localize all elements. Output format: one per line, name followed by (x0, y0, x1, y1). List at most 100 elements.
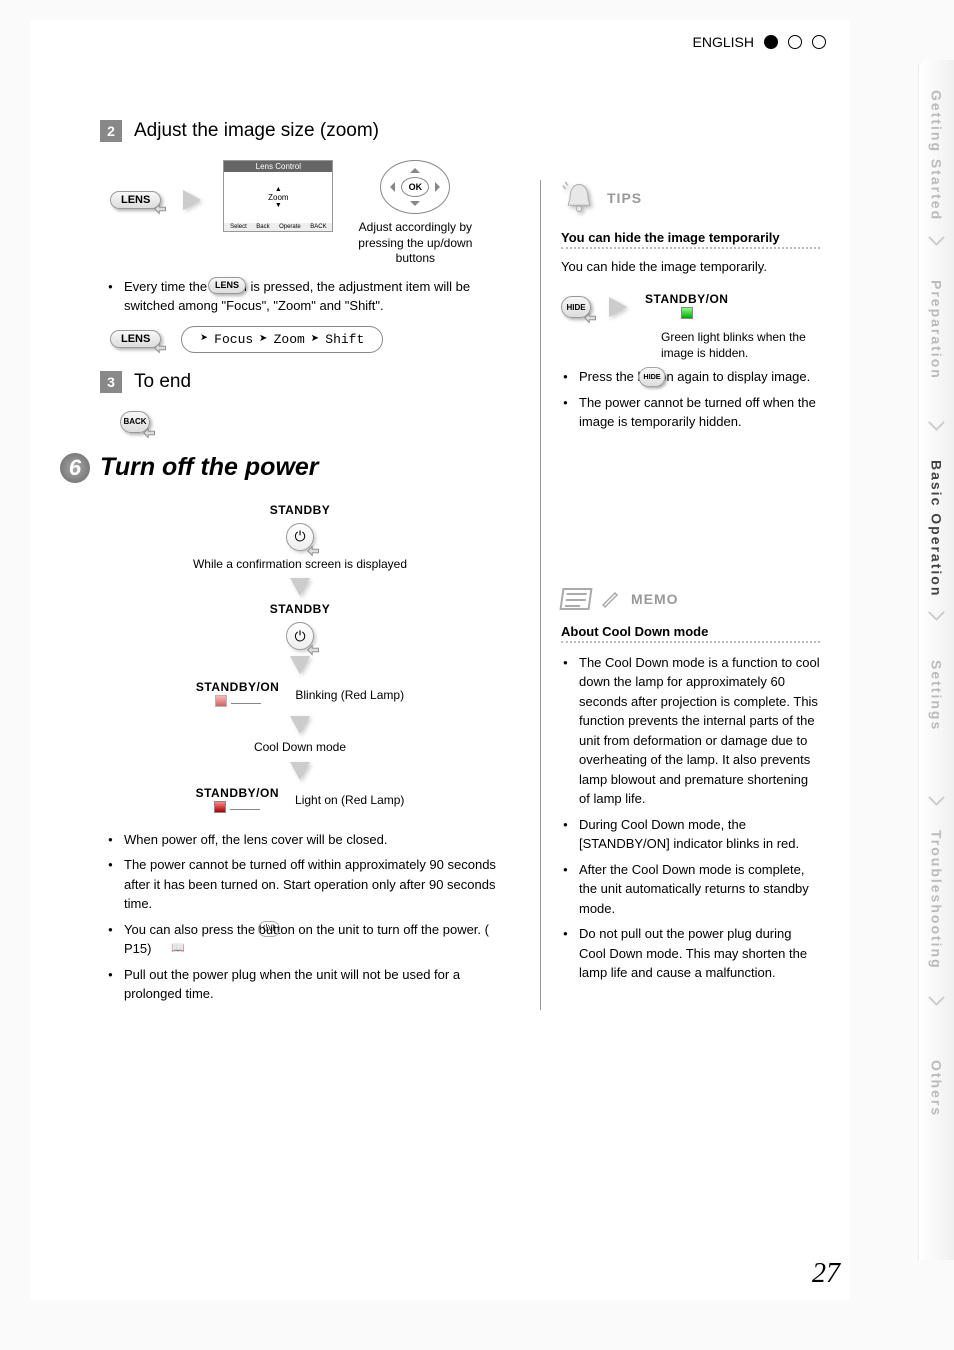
side-tab-others[interactable]: Others (929, 1060, 945, 1117)
osd-footer: SelectBack OperateBACK (224, 223, 332, 231)
arrow-hide (609, 297, 627, 317)
down-arrow-4 (290, 762, 310, 780)
down-arrow-2 (290, 656, 310, 674)
zoom-diagram-row: LENS Lens Control ▲ Zoom ▼ SelectBack Op… (110, 160, 520, 267)
language-label: ENGLISH (693, 34, 754, 50)
page: ENGLISH 2 Adjust the image size (zoom) L… (30, 20, 850, 1300)
lens-button-graphic: LENS (110, 190, 161, 209)
side-tab-preparation[interactable]: Preparation (929, 280, 945, 380)
pencil-icon (601, 589, 621, 609)
step-2-number: 2 (100, 120, 122, 142)
header-language: ENGLISH (693, 34, 826, 50)
arrow-1 (183, 190, 201, 213)
step-3-header: 3 To end (100, 371, 520, 393)
memo-bullet-2: During Cool Down mode, the [STANDBY/ON] … (563, 815, 820, 854)
step-2-title: Adjust the image size (zoom) (134, 120, 379, 142)
standby-button-1: ⏻ (286, 523, 314, 551)
side-tabs: Getting Started Preparation Basic Operatio… (918, 60, 954, 1260)
switch-bullet: Every time the button is pressed, the ad… (100, 277, 520, 316)
tips-bullets: Press the button again to display image.… (555, 367, 820, 432)
side-tab-settings[interactable]: Settings (929, 660, 945, 731)
side-tab-basic-operation[interactable]: Basic Operation (929, 460, 945, 597)
tab-separator (927, 420, 946, 434)
hide-button: HIDE (561, 296, 591, 318)
tab-separator (927, 235, 946, 249)
tab-separator (927, 795, 946, 809)
inline-hide-icon: HIDE (639, 367, 666, 387)
switch-bullet-item: Every time the button is pressed, the ad… (108, 277, 520, 316)
osd-title: Lens Control (224, 161, 332, 172)
page-dot-2 (788, 35, 802, 49)
confirm-caption: While a confirmation screen is displayed (193, 557, 407, 573)
memo-bullet-3: After the Cool Down mode is complete, th… (563, 860, 820, 919)
lens-button-2: LENS (110, 330, 161, 348)
section-6-title: 6 Turn off the power (60, 453, 520, 483)
memo-bullets: The Cool Down mode is a function to cool… (555, 653, 820, 983)
lens-button: LENS (110, 191, 161, 209)
standby-on-label-2: STANDBY/ON (196, 786, 279, 800)
standby-on-label-tips: STANDBY/ON (645, 292, 728, 306)
tips-subheading: You can hide the image temporarily (561, 230, 820, 245)
standby-button-2: ⏻ (286, 622, 314, 650)
osd-body: ▲ Zoom ▼ (224, 172, 332, 223)
step-3-title: To end (134, 371, 191, 393)
left-column: 2 Adjust the image size (zoom) LENS Lens… (100, 120, 540, 1010)
step-3-number: 3 (100, 371, 122, 393)
ok-button: OK (401, 177, 429, 197)
step-2-header: 2 Adjust the image size (zoom) (100, 120, 520, 142)
bullet-2: The power cannot be turned off within ap… (108, 855, 520, 914)
power-off-flow: STANDBY ⏻ While a confirmation screen is… (140, 503, 460, 816)
focus-zoom-shift-flow: ➤ Focus➤ Zoom➤ Shift (181, 326, 383, 353)
tips-header: TIPS (561, 180, 820, 216)
hide-flow-row: HIDE STANDBY/ON (561, 292, 820, 322)
tips-paragraph: You can hide the image temporarily. (561, 259, 820, 274)
standby-on-label-1: STANDBY/ON (196, 680, 279, 694)
right-column: TIPS You can hide the image temporarily … (540, 180, 820, 1010)
memo-subheading: About Cool Down mode (561, 624, 820, 639)
tips-bullet-1: Press the button again to display image.… (563, 367, 820, 387)
bullet-1: When power off, the lens cover will be c… (108, 830, 520, 850)
hand-icon (152, 339, 170, 357)
memo-bullet-4: Do not pull out the power plug during Co… (563, 924, 820, 983)
content-columns: 2 Adjust the image size (zoom) LENS Lens… (100, 120, 820, 1010)
dotted-divider-1 (561, 247, 820, 249)
blinking-caption: Blinking (Red Lamp) (295, 688, 404, 704)
down-arrow-3 (290, 716, 310, 734)
side-tab-troubleshooting[interactable]: Troubleshooting (929, 830, 945, 970)
osd-caption: Adjust accordingly by pressing the up/do… (355, 220, 475, 267)
lighton-caption: Light on (Red Lamp) (295, 793, 404, 809)
memo-label: MEMO (631, 591, 679, 607)
memo-icon (559, 588, 592, 610)
hand-icon (152, 200, 170, 218)
hand-icon (141, 424, 159, 442)
page-dot-1 (764, 35, 778, 49)
cooldown-caption: Cool Down mode (254, 740, 346, 756)
back-button-graphic: BACK (120, 411, 520, 433)
standby-label-2: STANDBY (270, 602, 331, 616)
led-solid-red (214, 801, 226, 813)
led-blink-red (215, 695, 227, 707)
flow-row: LENS ➤ Focus➤ Zoom➤ Shift (110, 326, 520, 353)
ok-pad: OK (380, 160, 450, 214)
power-off-bullets: When power off, the lens cover will be c… (100, 830, 520, 1004)
tips-label: TIPS (607, 190, 642, 206)
page-number: 27 (812, 1258, 840, 1290)
dotted-divider-2 (561, 641, 820, 643)
side-tab-getting-started[interactable]: Getting Started (929, 90, 945, 221)
page-dot-3 (812, 35, 826, 49)
standby-label-1: STANDBY (270, 503, 331, 517)
hand-icon (305, 542, 323, 560)
back-button: BACK (120, 411, 150, 433)
bell-icon (561, 180, 597, 216)
memo-bullet-1: The Cool Down mode is a function to cool… (563, 653, 820, 809)
tab-separator (927, 995, 946, 1009)
hand-icon (582, 309, 600, 327)
inline-lens-icon: LENS (208, 277, 246, 295)
down-arrow-1 (290, 578, 310, 596)
tips-bullet-2: The power cannot be turned off when the … (563, 393, 820, 432)
section-6-number: 6 (60, 453, 90, 483)
bullet-3: You can also press the button on the uni… (108, 920, 520, 959)
osd-box: Lens Control ▲ Zoom ▼ SelectBack Operate… (223, 160, 333, 232)
memo-header: MEMO (561, 588, 820, 610)
bullet-4: Pull out the power plug when the unit wi… (108, 965, 520, 1004)
